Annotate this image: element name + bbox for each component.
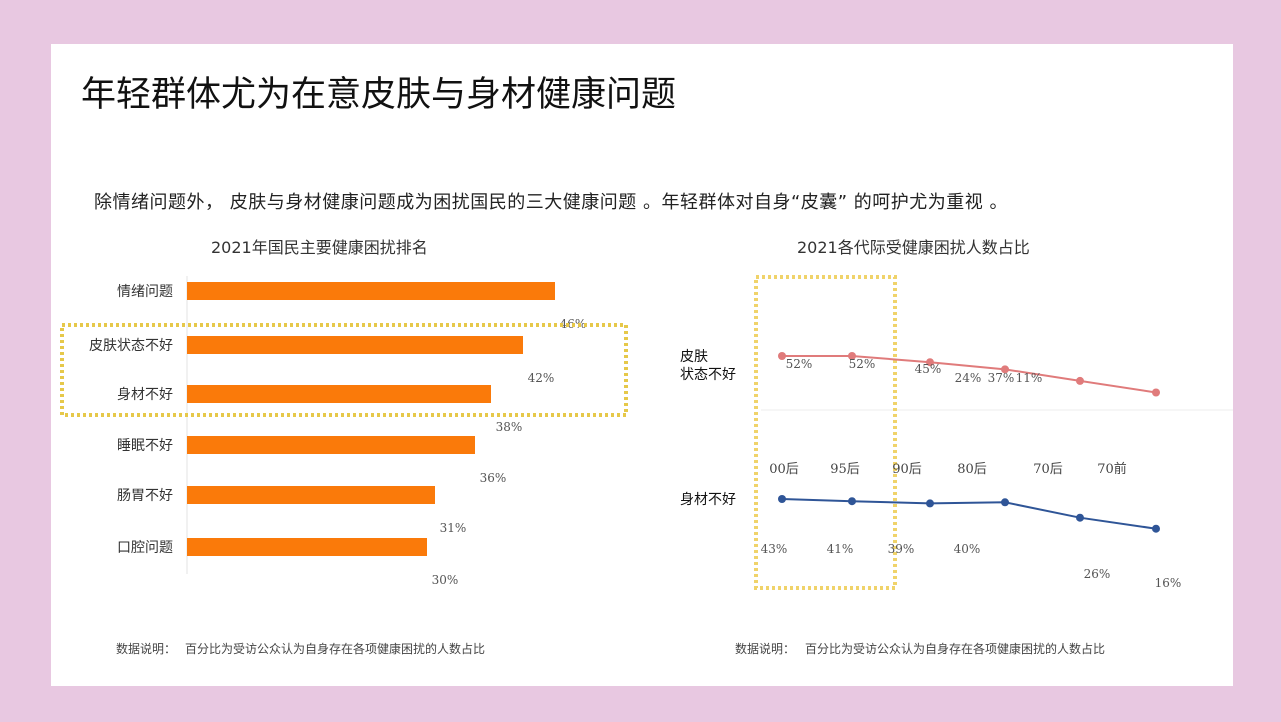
body-series-line [781,498,1157,530]
skin-series-label-line1: 皮肤 [680,349,708,365]
skin-value-label: 24% [955,371,982,385]
bar-chart: 情绪问题46%皮肤状态不好42%身材不好38%睡眠不好36%肠胃不好31%口腔问… [60,276,628,587]
bar-highlight-box [60,323,628,417]
bar [187,538,427,556]
category-label: 70后 [1033,462,1063,477]
bar [187,282,555,300]
body-value-label: 39% [888,542,915,556]
right-note-label: 数据说明： [735,642,796,656]
skin-value-label: 37% [988,371,1015,385]
body-value-label: 26% [1084,567,1111,581]
skin-series-point [778,352,786,360]
body-value-label: 43% [761,542,788,556]
bar [187,486,435,504]
left-note-text: 百分比为受访公众认为自身存在各项健康困扰的人数占比 [185,642,486,656]
skin-series-point [1076,376,1084,385]
line-highlight-box [754,275,897,590]
slide-subtitle: 除情绪问题外， 皮肤与身材健康问题成为困扰国民的三大健康问题 。年轻群体对自身“… [94,192,1009,213]
skin-series-point [1152,388,1160,397]
category-label: 80后 [957,462,987,477]
skin-series-point [926,358,934,367]
bar [187,336,523,354]
slide: 年轻群体尤为在意皮肤与身材健康问题 除情绪问题外， 皮肤与身材健康问题成为困扰国… [51,44,1233,686]
bar [187,436,475,454]
bar-value-label: 30% [432,573,459,587]
bar-value-label: 42% [528,371,555,385]
bar-value-label: 31% [440,521,467,535]
category-label: 70前 [1097,461,1127,477]
skin-series-line [782,355,1157,394]
bar-value-label: 36% [480,471,507,485]
line-chart: 52% 52% 45% 24% 37% 11% 00后 95后 90后 80后 70后 70前 43% 4… [754,275,1233,590]
body-series-point [778,495,786,503]
skin-value-label: 45% [915,362,942,376]
skin-series-point [848,352,856,360]
category-label: 90后 [892,462,922,477]
body-value-label: 16% [1155,576,1182,590]
bar-category-label: 口腔问题 [117,540,173,556]
body-series-label: 身材不好 [680,492,736,508]
bar-value-label: 38% [496,420,523,434]
skin-value-label: 52% [786,357,813,371]
body-value-label: 40% [954,542,981,556]
slide-title: 年轻群体尤为在意皮肤与身材健康问题 [81,75,677,115]
body-series-point [926,499,934,508]
body-series-point [1076,513,1084,522]
bar-category-label: 情绪问题 [117,284,173,300]
bar [187,385,491,403]
right-chart-title: 2021各代际受健康困扰人数占比 [797,238,1030,257]
body-series-point [1001,498,1009,507]
body-series-point [1152,524,1160,533]
right-note-text: 百分比为受访公众认为自身存在各项健康困扰的人数占比 [805,642,1106,656]
bar-category-label: 肠胃不好 [117,488,173,504]
bar-category-label: 睡眠不好 [117,438,173,454]
left-chart-title: 2021年国民主要健康困扰排名 [211,238,428,257]
body-value-label: 41% [827,542,854,556]
category-label: 95后 [830,462,860,477]
bar-category-label: 皮肤状态不好 [89,338,173,354]
skin-value-label: 52% [849,357,876,371]
skin-value-label: 11% [1016,371,1043,385]
body-series-point [848,497,856,506]
skin-series-point [1001,365,1009,374]
category-label: 00后 [769,462,799,477]
left-note-label: 数据说明： [116,642,177,656]
skin-series-label-line2: 状态不好 [680,367,736,383]
bar-category-label: 身材不好 [117,387,173,403]
